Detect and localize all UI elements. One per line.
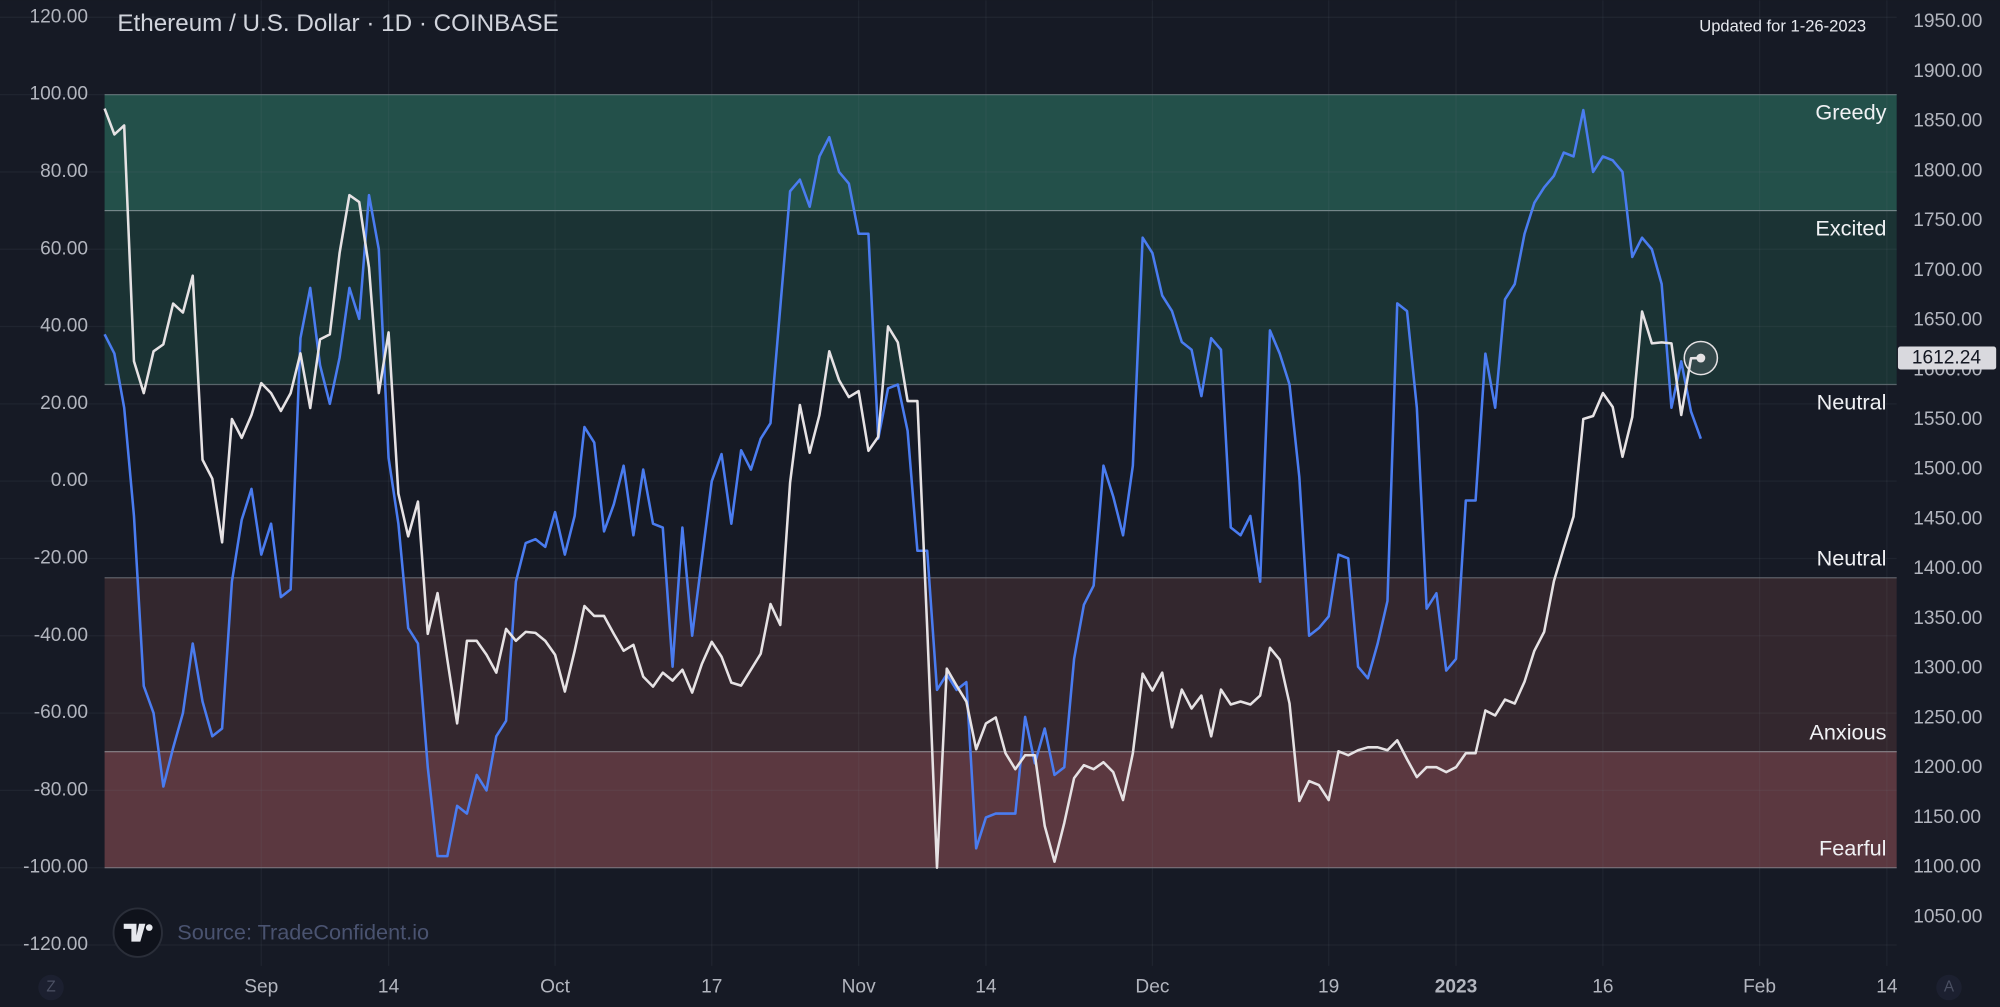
logo-mark — [123, 923, 148, 942]
y2-tick-label: 1850.00 — [1913, 111, 1982, 132]
x-tick-label: Feb — [1743, 977, 1776, 998]
chart-title: Ethereum / U.S. Dollar · 1D · COINBASE — [117, 10, 558, 37]
zone-label: Neutral — [1817, 389, 1887, 414]
zone — [104, 94, 1897, 211]
x-tick-label: Dec — [1135, 977, 1169, 998]
y-tick-label: -20.00 — [34, 548, 88, 569]
y2-tick-label: 1800.00 — [1913, 160, 1982, 181]
y2-tick-label: 1750.00 — [1913, 210, 1982, 231]
y2-tick-label: 1950.00 — [1913, 11, 1982, 32]
control-button[interactable] — [1936, 974, 1962, 1001]
y-tick-label: 20.00 — [40, 393, 88, 414]
zone-label: Neutral — [1817, 546, 1887, 571]
logo-dot — [145, 924, 153, 931]
y-tick-label: 0.00 — [51, 470, 88, 491]
control-label[interactable]: A — [1944, 979, 1955, 996]
x-tick-label: 19 — [1318, 977, 1339, 998]
y-tick-label: -60.00 — [34, 702, 88, 723]
y-tick-label: 100.00 — [30, 84, 88, 105]
y2-tick-label: 1100.00 — [1913, 857, 1981, 878]
y2-tick-label: 1200.00 — [1913, 757, 1982, 778]
y2-tick-label: 1300.00 — [1913, 658, 1982, 679]
x-tick-label: Nov — [842, 977, 876, 998]
zone-label: Fearful — [1819, 836, 1886, 861]
zone — [104, 210, 1897, 385]
y2-tick-label: 1450.00 — [1913, 509, 1982, 530]
zone — [104, 751, 1897, 868]
control-button[interactable] — [38, 974, 64, 1001]
y2-tick-label: 1500.00 — [1913, 459, 1982, 480]
zone — [104, 577, 1897, 752]
x-tick-label: Oct — [540, 977, 570, 998]
y-tick-label: -120.00 — [23, 934, 88, 955]
last-price-box — [1897, 346, 1997, 370]
y2-tick-label: 1400.00 — [1913, 558, 1982, 579]
logo — [112, 907, 163, 958]
y-tick-label: 80.00 — [40, 161, 88, 182]
x-tick-label: 14 — [1876, 977, 1898, 998]
y2-tick-label: 1550.00 — [1913, 409, 1982, 430]
y2-tick-label: 1150.00 — [1913, 807, 1981, 828]
x-tick-label: Sep — [244, 977, 278, 998]
y2-tick-label: 1900.00 — [1913, 61, 1982, 82]
x-tick-label: 16 — [1592, 977, 1613, 998]
y2-tick-label: 1650.00 — [1913, 310, 1982, 331]
y-tick-label: -100.00 — [23, 857, 88, 878]
y2-tick-label: 1050.00 — [1913, 906, 1982, 927]
x-tick-label: 14 — [975, 977, 997, 998]
y-tick-label: 60.00 — [40, 238, 88, 259]
y2-tick-label: 1700.00 — [1913, 260, 1982, 281]
zones: Greedy Excited Neutral Neutral Anxious Fearfu… — [104, 93, 1897, 869]
y2-tick-label: 1250.00 — [1913, 707, 1982, 728]
zone-label: Greedy — [1815, 99, 1886, 124]
last-price-label: 1612.24 — [1912, 348, 1981, 369]
source: Source: TradeConfident.io — [177, 920, 429, 945]
series-line — [103, 108, 1703, 858]
x-tick-label: 14 — [378, 977, 400, 998]
x-tick-label: 2023 — [1435, 977, 1478, 998]
annotation: Updated for 1-26-2023 — [1699, 16, 1866, 35]
lines — [103, 108, 1719, 869]
x-tick-label: 17 — [701, 977, 722, 998]
y-tick-label: -40.00 — [34, 625, 88, 646]
series-line — [103, 108, 1701, 869]
y-tick-label: 120.00 — [30, 6, 88, 27]
y2-tick-label: 1350.00 — [1913, 608, 1982, 629]
control-label[interactable]: Z — [46, 979, 55, 996]
y-tick-label: 40.00 — [40, 316, 88, 337]
last-point — [1696, 353, 1706, 363]
zone-label: Anxious — [1809, 720, 1886, 745]
y-tick-label: -80.00 — [34, 779, 88, 800]
zone-label: Excited — [1815, 215, 1886, 240]
